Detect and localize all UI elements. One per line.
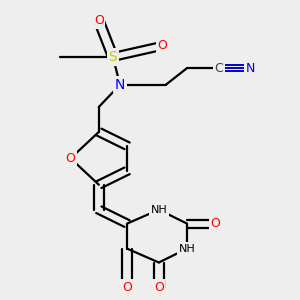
Text: NH: NH — [179, 244, 195, 254]
Text: O: O — [122, 281, 132, 294]
Text: O: O — [66, 152, 76, 165]
Text: S: S — [109, 50, 117, 64]
Text: O: O — [154, 281, 164, 294]
Text: N: N — [115, 78, 125, 92]
Text: O: O — [210, 217, 220, 230]
Text: O: O — [94, 14, 104, 27]
Text: O: O — [158, 39, 167, 52]
Text: C: C — [214, 61, 223, 75]
Text: NH: NH — [150, 205, 167, 215]
Text: N: N — [246, 61, 255, 75]
